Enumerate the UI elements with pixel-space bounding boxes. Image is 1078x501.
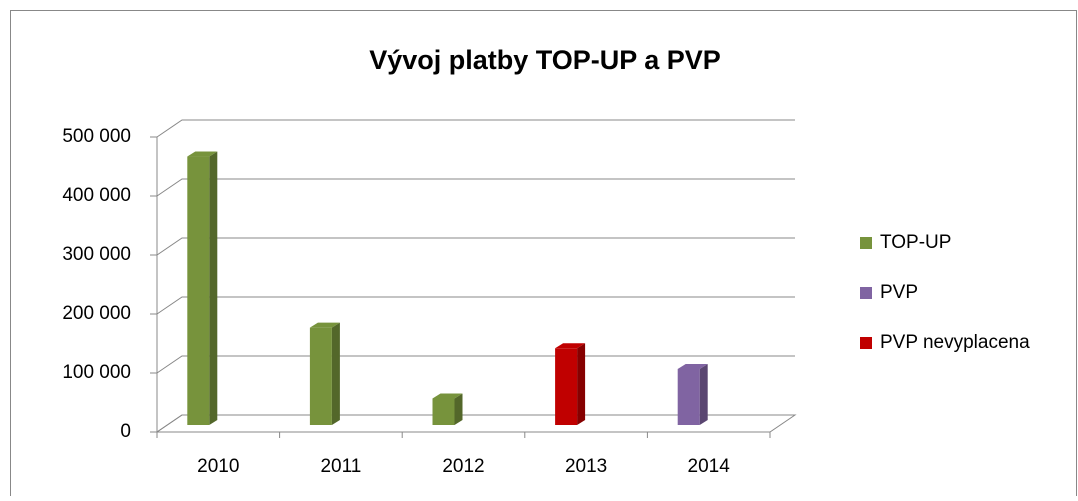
bar-top bbox=[555, 343, 586, 349]
legend-marker bbox=[860, 287, 872, 299]
grid-line bbox=[156, 237, 795, 256]
grid-line bbox=[156, 355, 795, 374]
bar bbox=[187, 156, 210, 426]
legend-label: PVP nevyplacena bbox=[880, 332, 1030, 353]
bar bbox=[555, 348, 578, 425]
y-tick-label: 500 000 bbox=[62, 126, 131, 147]
grid-line bbox=[156, 414, 795, 433]
x-tick-label: 2011 bbox=[320, 456, 361, 477]
y-tick-label: 200 000 bbox=[62, 303, 131, 324]
grid-line bbox=[156, 178, 795, 197]
x-tick-label: 2012 bbox=[442, 456, 484, 477]
bar-top bbox=[309, 322, 340, 328]
bar bbox=[432, 398, 455, 425]
bar-side bbox=[577, 343, 586, 425]
legend-marker bbox=[860, 337, 872, 349]
chart-title: Vývoj platby TOP-UP a PVP bbox=[369, 45, 721, 75]
grid-line bbox=[156, 296, 795, 315]
y-tick-label: 300 000 bbox=[62, 244, 131, 265]
x-tick-label: 2010 bbox=[197, 456, 239, 477]
bar-side bbox=[454, 393, 463, 425]
y-tick-label: 0 bbox=[120, 421, 131, 442]
y-tick-label: 100 000 bbox=[62, 362, 131, 383]
x-tick-label: 2014 bbox=[688, 456, 731, 477]
bar-side bbox=[209, 151, 218, 426]
bar bbox=[677, 368, 700, 425]
bar-top bbox=[187, 151, 218, 157]
legend-marker bbox=[860, 237, 872, 249]
grid-line bbox=[156, 119, 795, 138]
y-tick-label: 400 000 bbox=[62, 185, 131, 206]
legend-label: TOP-UP bbox=[880, 232, 951, 253]
bar-side bbox=[699, 363, 708, 425]
bar-top bbox=[677, 363, 708, 369]
bar bbox=[309, 327, 332, 425]
legend-label: PVP bbox=[880, 282, 918, 303]
x-tick-label: 2013 bbox=[565, 456, 607, 477]
bar-top bbox=[432, 393, 463, 399]
bar-side bbox=[331, 322, 340, 425]
